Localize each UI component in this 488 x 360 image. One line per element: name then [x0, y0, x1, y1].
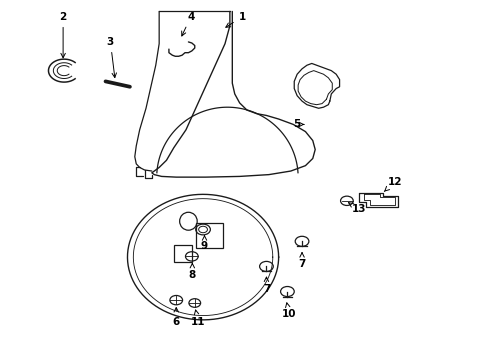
Text: 6: 6 — [172, 307, 180, 327]
Bar — [173, 245, 192, 262]
Text: 4: 4 — [182, 12, 194, 36]
Text: 8: 8 — [188, 264, 196, 280]
Text: 7: 7 — [262, 277, 269, 294]
Text: 9: 9 — [201, 235, 208, 251]
Text: 11: 11 — [190, 310, 205, 327]
Bar — [195, 223, 222, 248]
Text: 12: 12 — [384, 177, 401, 192]
Text: 10: 10 — [282, 303, 296, 319]
Text: 7: 7 — [298, 253, 305, 269]
Text: 5: 5 — [293, 120, 303, 129]
Text: 2: 2 — [60, 12, 66, 58]
Text: 13: 13 — [348, 203, 366, 215]
Text: 3: 3 — [106, 37, 116, 77]
Text: 1: 1 — [225, 12, 245, 27]
